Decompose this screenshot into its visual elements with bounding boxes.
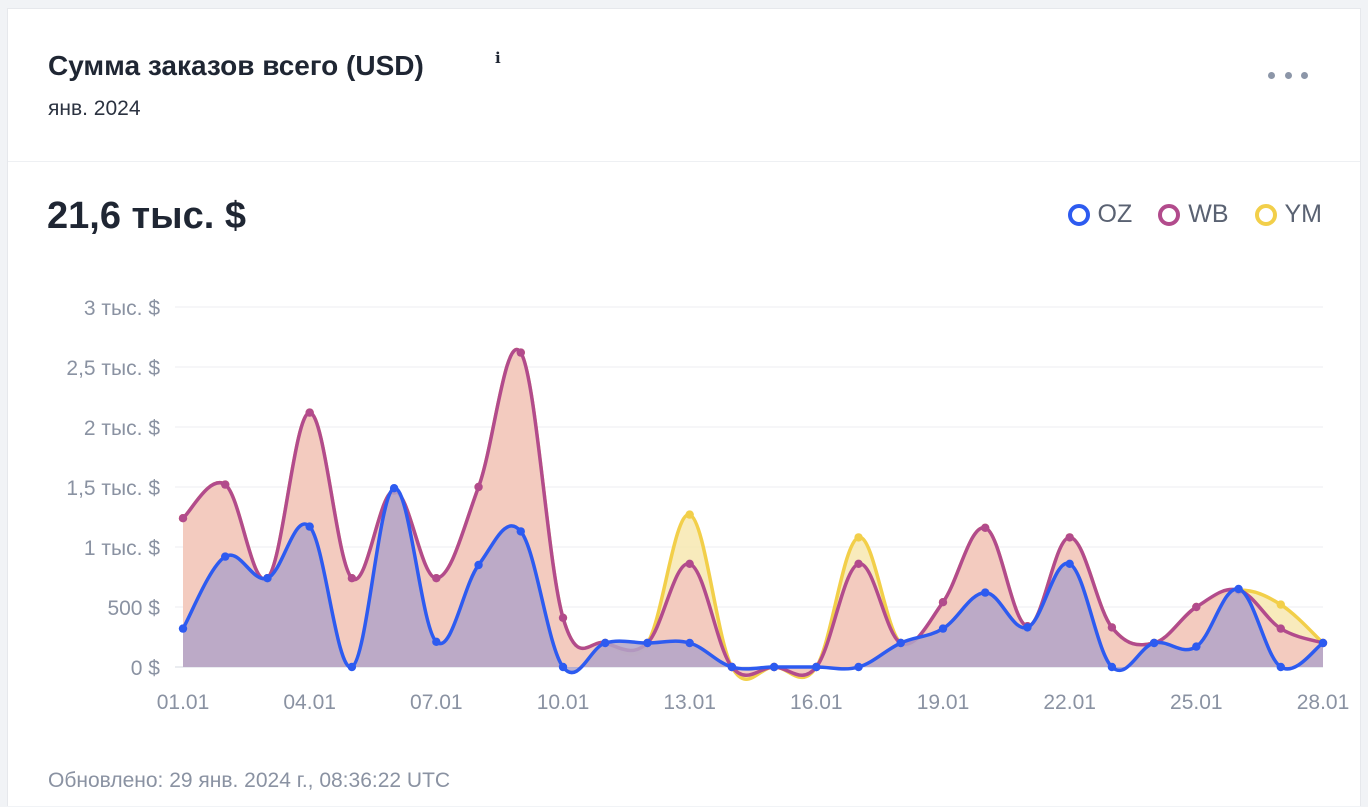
- data-point-oz: [1023, 623, 1032, 632]
- data-point-oz: [601, 638, 610, 648]
- series-area-wb: [183, 349, 1323, 676]
- updated-timestamp: Обновлено: 29 янв. 2024 г., 08:36:22 UTC: [48, 769, 451, 792]
- data-point-oz: [896, 638, 905, 648]
- x-tick-label: 19.01: [917, 691, 970, 714]
- data-point-wb: [1107, 623, 1117, 632]
- data-point-wb: [558, 613, 568, 622]
- legend-label-oz: OZ: [1097, 200, 1133, 228]
- y-tick-label: 3 тыс. $: [84, 297, 160, 320]
- x-tick-label: 10.01: [537, 691, 590, 714]
- data-point-oz: [558, 662, 568, 672]
- data-point-ym: [854, 533, 863, 542]
- data-point-wb: [1276, 624, 1285, 633]
- total-value: 21,6 тыс. $: [47, 195, 246, 237]
- data-point-wb: [981, 523, 990, 532]
- data-point-wb: [305, 408, 314, 417]
- legend-dot-oz: [1067, 203, 1090, 226]
- data-point-oz: [1234, 584, 1243, 594]
- data-point-wb: [178, 514, 188, 523]
- data-point-oz: [981, 588, 990, 597]
- x-tick-label: 01.01: [157, 691, 210, 714]
- legend-dot-ym: [1254, 203, 1277, 226]
- data-point-wb: [685, 559, 694, 568]
- data-point-oz: [1065, 559, 1074, 568]
- y-tick-label: 1,5 тыс. $: [66, 477, 160, 500]
- data-point-wb: [1065, 533, 1074, 542]
- chart-card: Сумма заказов всего (USD) i янв. 2024 21…: [7, 8, 1361, 806]
- data-point-oz: [516, 527, 525, 536]
- data-point-oz: [769, 662, 779, 672]
- data-point-oz: [178, 624, 188, 633]
- data-point-wb: [516, 348, 525, 357]
- series-area-oz: [183, 488, 1323, 673]
- data-point-wb: [432, 574, 441, 583]
- legend-item-oz[interactable]: OZ: [1067, 200, 1133, 229]
- data-point-wb: [474, 482, 483, 492]
- legend-label-ym: YM: [1284, 200, 1323, 228]
- legend-dot-wb: [1158, 203, 1181, 226]
- data-point-oz: [854, 662, 863, 672]
- area-chart: 0 $ 500 $ 1 тыс. $ 1,5 тыс. $ 2 тыс. $ 2,5 ты…: [66, 297, 1350, 714]
- x-tick-label: 25.01: [1170, 691, 1223, 714]
- data-point-oz: [1318, 638, 1328, 648]
- card-header: Сумма заказов всего (USD) i янв. 2024: [8, 9, 1360, 162]
- x-tick-label: 13.01: [663, 691, 716, 714]
- chart-period: янв. 2024: [48, 97, 141, 120]
- chart-legend: OZ WB YM: [1067, 200, 1323, 229]
- y-tick-label: 500 $: [107, 597, 160, 620]
- data-point-oz: [1107, 662, 1117, 672]
- data-point-oz: [1276, 662, 1285, 672]
- chart-title: Сумма заказов всего (USD): [48, 50, 424, 81]
- legend-item-wb[interactable]: WB: [1158, 200, 1229, 229]
- x-tick-label: 22.01: [1043, 691, 1096, 714]
- data-point-oz: [474, 560, 483, 570]
- data-point-oz: [685, 638, 694, 648]
- y-tick-label: 2,5 тыс. $: [66, 357, 160, 380]
- data-point-wb: [1192, 602, 1201, 612]
- data-point-oz: [347, 662, 357, 672]
- legend-label-wb: WB: [1188, 200, 1229, 228]
- data-point-oz: [305, 522, 314, 531]
- data-point-oz: [1149, 638, 1159, 648]
- data-point-ym: [1276, 600, 1285, 609]
- y-tick-label: 1 тыс. $: [84, 537, 160, 560]
- data-point-wb: [221, 480, 230, 489]
- x-tick-label: 16.01: [790, 691, 843, 714]
- data-point-wb: [854, 559, 863, 568]
- data-point-oz: [643, 638, 652, 648]
- data-point-oz: [727, 662, 737, 672]
- x-tick-label: 28.01: [1297, 691, 1350, 714]
- data-point-oz: [812, 662, 821, 672]
- data-point-oz: [938, 624, 948, 633]
- x-tick-label: 07.01: [410, 691, 463, 714]
- more-horizontal-icon[interactable]: [1268, 65, 1308, 85]
- y-tick-label: 2 тыс. $: [84, 417, 160, 440]
- legend-item-ym[interactable]: YM: [1254, 200, 1323, 229]
- data-point-oz: [263, 574, 272, 583]
- data-point-oz: [389, 484, 399, 493]
- data-point-ym: [685, 510, 694, 519]
- y-tick-label: 0 $: [131, 657, 161, 680]
- data-point-oz: [432, 637, 441, 646]
- data-point-wb: [347, 574, 357, 583]
- data-point-oz: [221, 552, 230, 561]
- info-icon[interactable]: i: [495, 49, 501, 67]
- x-tick-label: 04.01: [283, 691, 336, 714]
- data-point-wb: [938, 598, 948, 607]
- data-point-oz: [1192, 642, 1201, 651]
